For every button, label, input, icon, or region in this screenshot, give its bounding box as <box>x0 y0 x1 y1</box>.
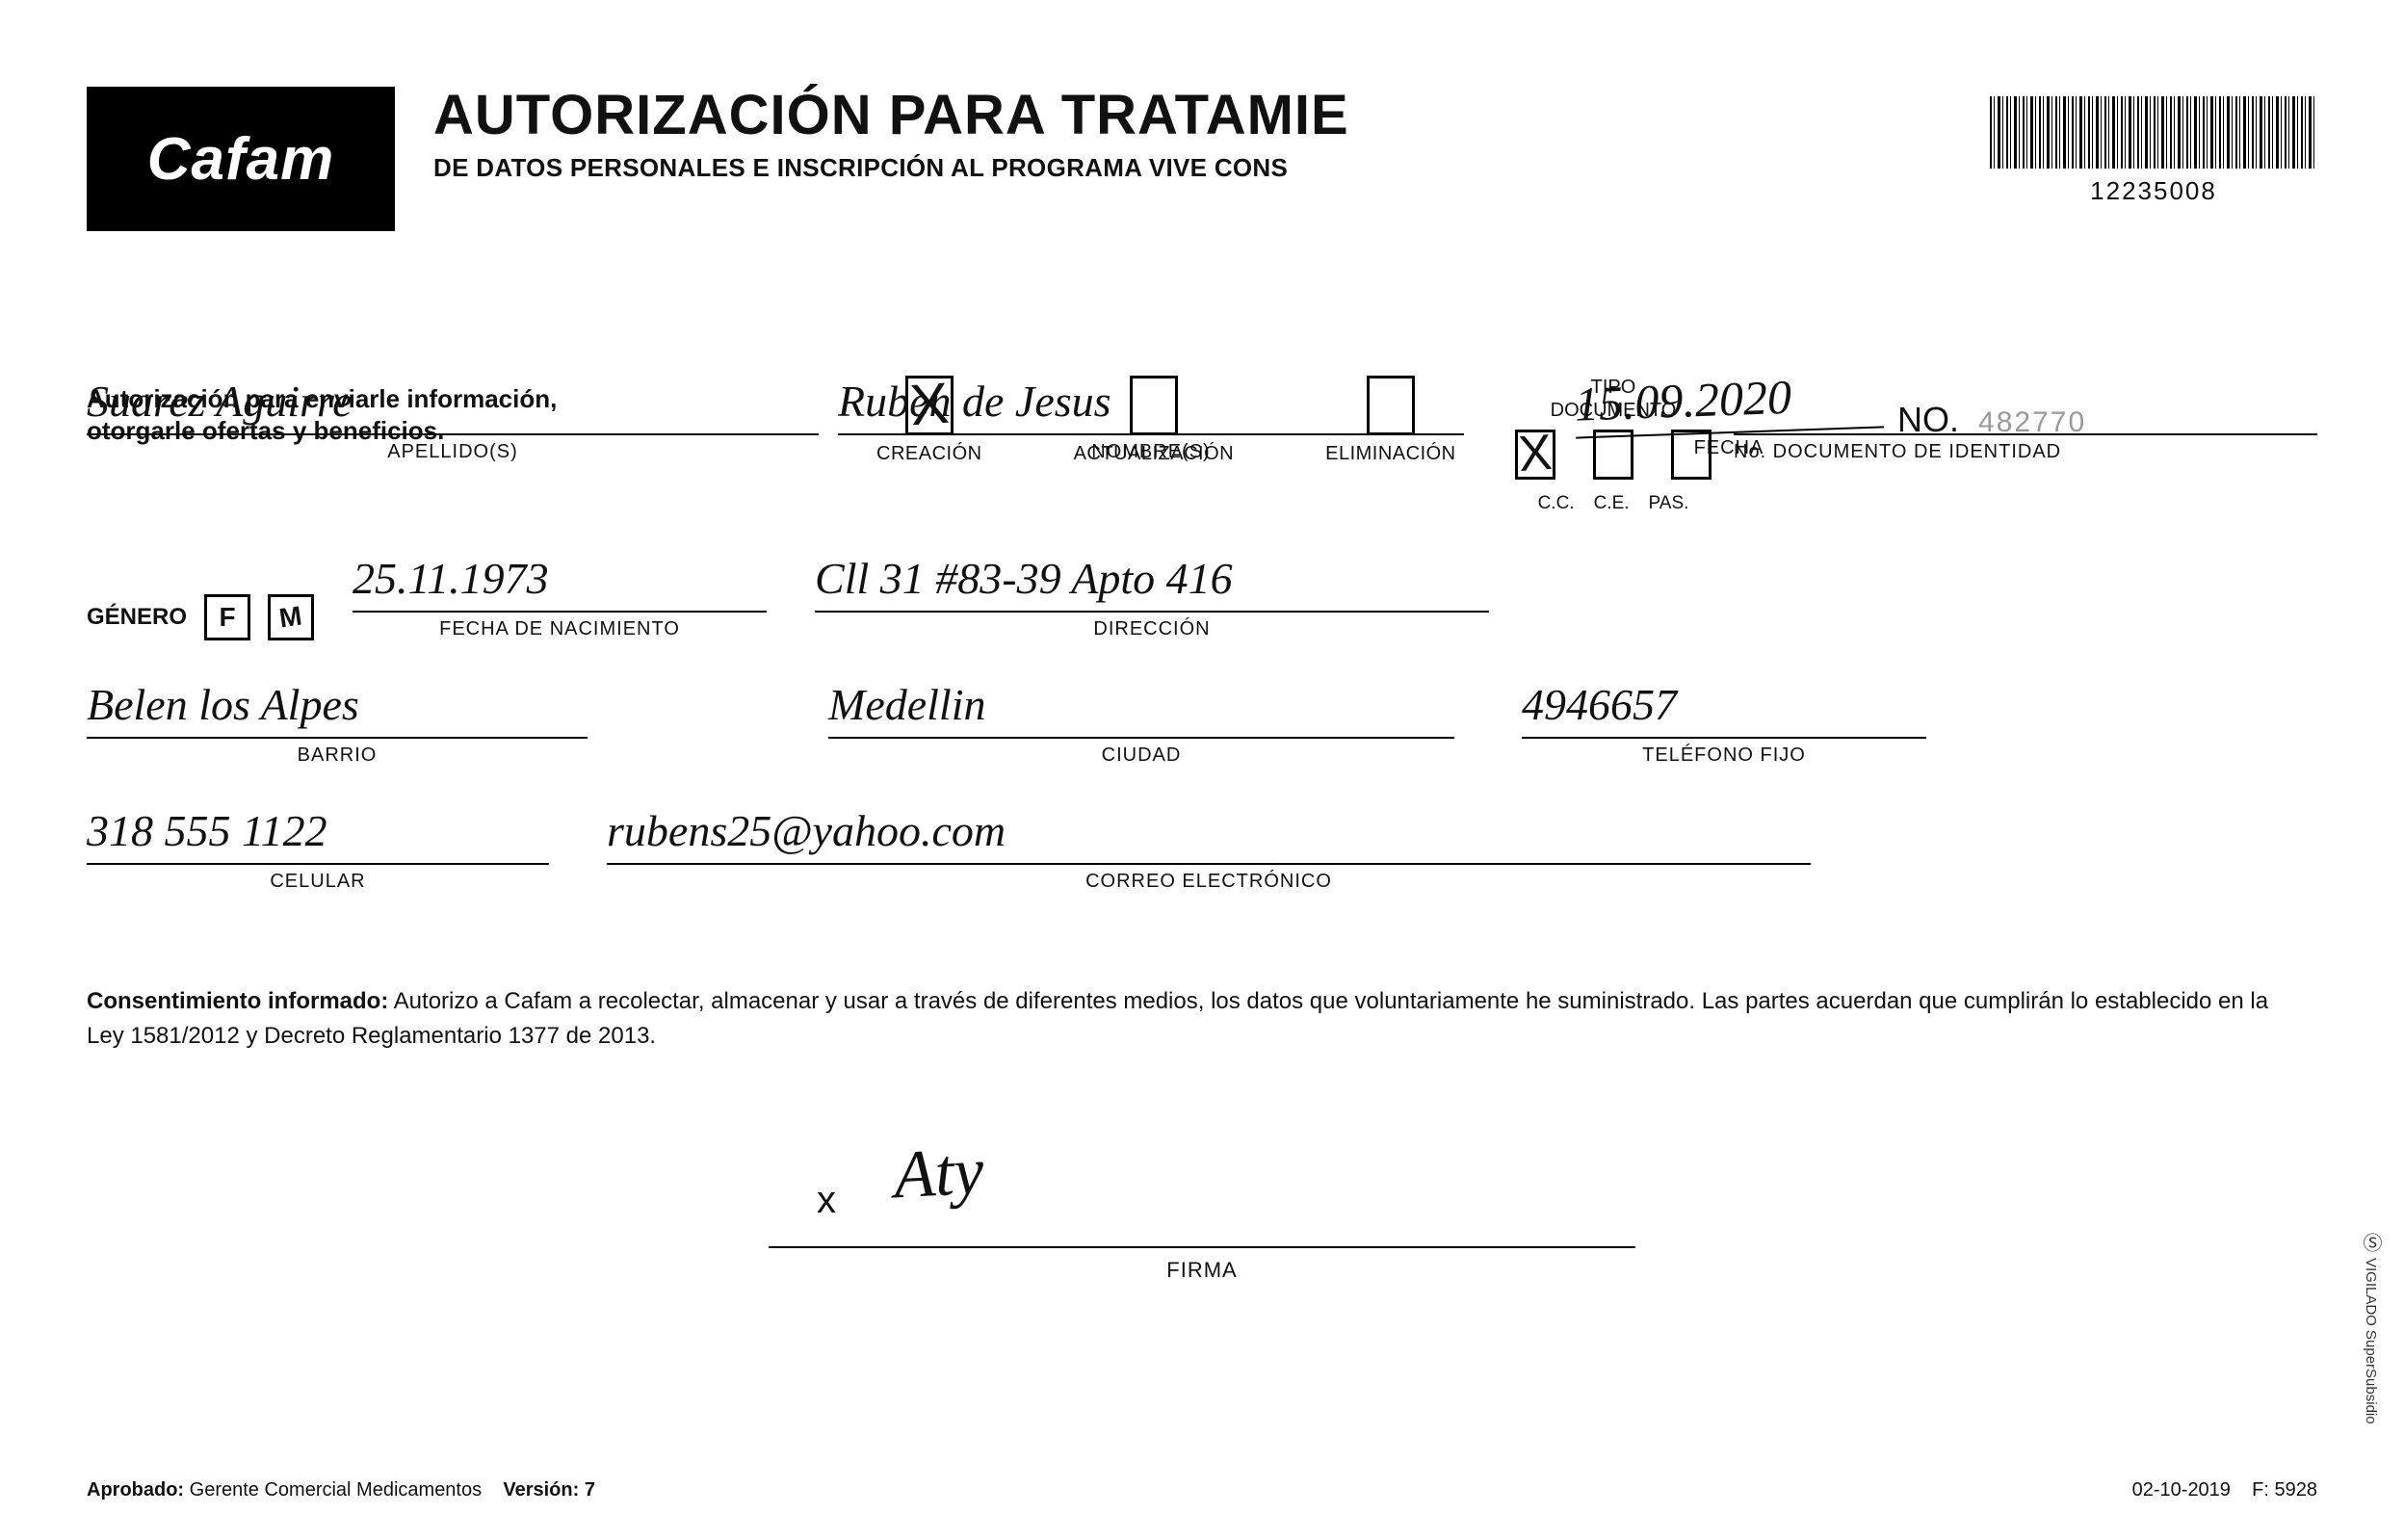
checkbox-genero-f[interactable]: F <box>204 594 250 640</box>
row-names: Suarez Aguirre APELLIDO(S) Ruben de Jesu… <box>87 376 2317 514</box>
row-barrio: Belen los Alpes BARRIO Medellin CIUDAD 4… <box>87 679 2317 767</box>
signature-scribble: Aty <box>892 1134 985 1215</box>
celular-field: 318 555 1122 CELULAR <box>87 805 549 893</box>
checkbox-ce[interactable] <box>1593 430 1633 480</box>
checkmark-icon: X <box>1512 424 1558 486</box>
row-celular: 318 555 1122 CELULAR rubens25@yahoo.com … <box>87 805 2317 893</box>
footer-dates: 02-10-2019 F: 5928 <box>2132 1479 2317 1501</box>
row-genero: GÉNERO F M 25.11.1973 FECHA DE NACIMIENT… <box>87 553 2317 640</box>
direccion-field: Cll 31 #83-39 Apto 416 DIRECCIÓN <box>815 553 1489 640</box>
document-title: AUTORIZACIÓN PARA TRATAMIE <box>433 87 1349 145</box>
consent-section: Consentimiento informado: Autorizo a Caf… <box>87 984 2312 1054</box>
title-block: AUTORIZACIÓN PARA TRATAMIE DE DATOS PERS… <box>433 87 1349 183</box>
signature-x-mark: x <box>817 1179 836 1222</box>
checkbox-genero-m[interactable]: M <box>268 594 314 640</box>
tipo-documento-checkboxes: X <box>1502 430 1724 487</box>
barrio-field: Belen los Alpes BARRIO <box>87 679 588 767</box>
document-page: Cafam AUTORIZACIÓN PARA TRATAMIE DE DATO… <box>0 0 2404 1540</box>
footer-approval: Aprobado: Gerente Comercial Medicamentos… <box>87 1479 595 1501</box>
genero-field: GÉNERO F M <box>87 594 314 640</box>
vigilado-badge: Ⓢ VIGILADO SuperSubsidio <box>2357 1233 2385 1424</box>
signature-field[interactable]: x Aty <box>769 1160 1635 1246</box>
form-section: Autorización para enviarle información, … <box>87 376 2317 893</box>
checkbox-pas[interactable] <box>1671 430 1712 480</box>
document-subtitle: DE DATOS PERSONALES E INSCRIPCIÓN AL PRO… <box>433 153 1349 183</box>
barcode-block: 12235008 <box>1990 96 2317 206</box>
fecha-nacimiento-field: 25.11.1973 FECHA DE NACIMIENTO <box>353 553 767 640</box>
shield-icon: Ⓢ <box>2357 1233 2385 1252</box>
tipo-documento-sublabels: C.C. C.E. PAS. <box>1502 493 1724 514</box>
telefono-fijo-field: 4946657 TELÉFONO FIJO <box>1522 679 1926 767</box>
checkmark-icon: M <box>277 601 304 635</box>
cafam-logo: Cafam <box>87 87 395 231</box>
checkbox-cc[interactable]: X <box>1515 430 1555 480</box>
barcode-icon <box>1990 96 2317 169</box>
nombres-field: Ruben de Jesus NOMBRE(S) <box>838 376 1464 514</box>
ciudad-field: Medellin CIUDAD <box>828 679 1454 767</box>
apellidos-field: Suarez Aguirre APELLIDO(S) <box>87 376 819 514</box>
tipo-documento-field: TIPO DOCUMENTO X C.C. C.E. PAS. <box>1502 376 1724 514</box>
header-section: Cafam AUTORIZACIÓN PARA TRATAMIE DE DATO… <box>87 58 2317 231</box>
signature-section: x Aty FIRMA <box>87 1160 2317 1283</box>
barcode-number: 12235008 <box>1990 176 2317 206</box>
footer-section: Aprobado: Gerente Comercial Medicamentos… <box>87 1479 2317 1501</box>
correo-electronico-field: rubens25@yahoo.com CORREO ELECTRÓNICO <box>607 805 1811 893</box>
documento-identidad-field: No. DOCUMENTO DE IDENTIDAD <box>1734 376 2317 514</box>
